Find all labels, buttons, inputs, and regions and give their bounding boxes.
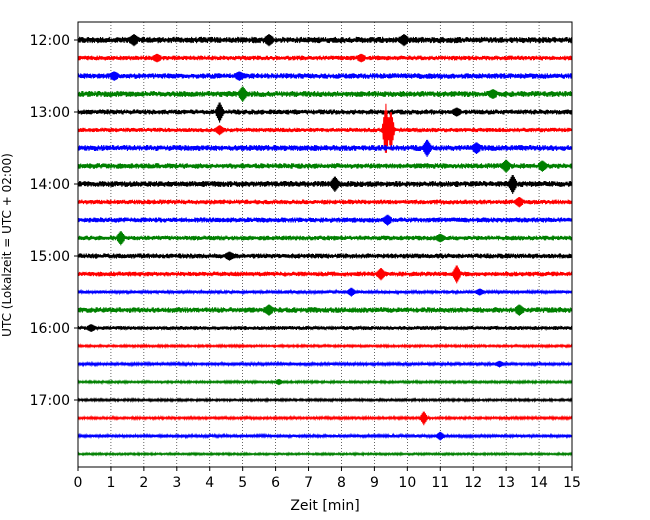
x-tick-label: 4 [205,475,214,491]
trace-1215 [77,53,573,63]
trace-1445 [77,231,573,246]
trace-1245 [77,86,573,103]
y-tick-label: 15:00 [30,249,70,265]
y-tick-label: 17:00 [30,393,70,409]
x-tick-label: 2 [139,475,148,491]
x-tick-label: 8 [337,475,346,491]
trace-1430 [77,214,573,226]
plot-frame [77,21,573,468]
y-axis-ticks: 12:00 13:00 14:00 15:00 16:00 17:00 [30,33,78,409]
vertical-grid [110,22,540,467]
trace-1330 [77,139,573,158]
y-tick-label: 14:00 [30,177,70,193]
y-tick-label: 16:00 [30,321,70,337]
trace-1615 [77,342,573,349]
y-tick-label: 13:00 [30,105,70,121]
x-tick-label: 9 [370,475,379,491]
seismogram-traces [77,34,573,457]
trace-1200 [77,34,573,47]
trace-1415 [77,196,573,208]
trace-1645 [77,378,573,386]
trace-1400 [77,174,573,195]
trace-1500 [77,251,573,261]
trace-1515 [77,265,573,284]
trace-1730 [77,431,573,441]
x-tick-label: 5 [238,475,247,491]
trace-1700 [77,396,573,404]
trace-1315 [77,103,573,153]
x-tick-label: 3 [172,475,181,491]
trace-1230 [77,71,573,81]
trace-1715 [77,411,573,426]
trace-1600 [77,324,573,333]
x-tick-label: 1 [106,475,115,491]
trace-1745 [77,451,573,457]
x-tick-label: 0 [74,475,83,491]
x-tick-label: 11 [431,475,449,491]
trace-1630 [77,360,573,368]
x-tick-label: 7 [304,475,313,491]
x-tick-label: 6 [271,475,280,491]
x-tick-label: 13 [497,475,515,491]
x-axis-title: Zeit [min] [290,498,359,514]
y-axis-title: UTC (Lokalzeit = UTC + 02:00) [0,153,14,337]
trace-1530 [77,287,573,297]
x-axis-ticks: 0 1 2 3 4 5 6 7 8 9 10 11 12 13 14 15 [74,467,581,491]
x-tick-label: 10 [398,475,416,491]
trace-1300 [77,102,573,123]
x-tick-label: 14 [530,475,548,491]
y-tick-label: 12:00 [30,33,70,49]
trace-1545 [77,304,573,316]
trace-1345 [77,159,573,173]
x-tick-label: 12 [464,475,482,491]
x-tick-label: 15 [563,475,581,491]
